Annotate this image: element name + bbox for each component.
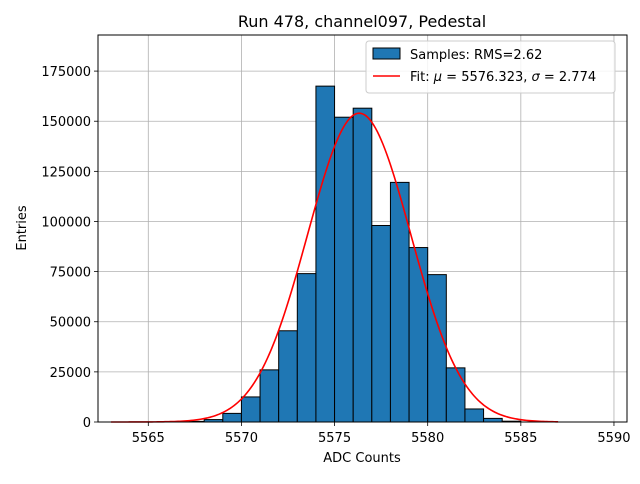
histogram-bar	[464, 408, 485, 423]
histogram-bar	[408, 247, 429, 423]
histogram-bar	[278, 330, 298, 423]
y-tick-label: 100000	[41, 215, 91, 230]
x-tick-label: 5585	[504, 431, 537, 446]
legend-fit-mu-value: = 5576.323,	[442, 70, 531, 85]
histogram-bar	[427, 274, 447, 423]
x-tick-label: 5580	[411, 431, 444, 446]
histogram-bar	[445, 367, 466, 423]
legend: Samples: RMS=2.62 Fit: μ = 5576.323, σ =…	[365, 40, 616, 94]
x-axis-title: ADC Counts	[323, 451, 401, 466]
histogram-bar	[371, 224, 391, 423]
plot-frame	[97, 34, 628, 423]
histogram-bar	[315, 85, 336, 423]
y-axis-title: Entries	[15, 205, 30, 251]
fit-curve	[111, 112, 559, 423]
y-tick-label: 150000	[41, 115, 91, 130]
legend-fit-prefix: Fit:	[410, 70, 434, 85]
legend-fit-sigma-value: = 2.774	[540, 70, 596, 85]
histogram-bar	[352, 107, 373, 423]
legend-bar-label: Samples: RMS=2.62	[410, 48, 542, 63]
x-tick-label: 5570	[225, 431, 258, 446]
x-tick-label: 5575	[318, 431, 351, 446]
legend-fit-sigma-symbol: σ	[532, 70, 541, 85]
fit-curve-layer	[111, 112, 559, 423]
y-tick-label: 175000	[41, 65, 91, 80]
legend-fit-label: Fit: μ = 5576.323, σ = 2.774	[410, 70, 596, 85]
histogram-bar	[483, 417, 503, 423]
x-tick-label: 5590	[597, 431, 630, 446]
legend-box	[365, 40, 616, 94]
histogram-bars	[185, 85, 522, 423]
y-tick-label: 0	[83, 416, 91, 431]
histogram-bar	[222, 412, 242, 423]
x-tick-label: 5565	[132, 431, 165, 446]
y-tick-label: 25000	[50, 366, 91, 381]
legend-fit-mu-symbol: μ	[433, 70, 442, 85]
y-tick-label: 50000	[50, 316, 91, 331]
histogram-bar	[296, 273, 317, 423]
y-tick-label: 125000	[41, 165, 91, 180]
axis-ticks: 5565 5570 5575 5580 5585 5590 0 25000 50000 75000…	[41, 65, 630, 446]
histogram-bar	[334, 116, 354, 423]
legend-bar-swatch	[372, 47, 401, 60]
y-tick-label: 75000	[50, 266, 91, 281]
histogram-bar	[240, 396, 261, 423]
chart-title: Run 478, channel097, Pedestal	[238, 12, 486, 31]
histogram-bar	[259, 369, 280, 423]
